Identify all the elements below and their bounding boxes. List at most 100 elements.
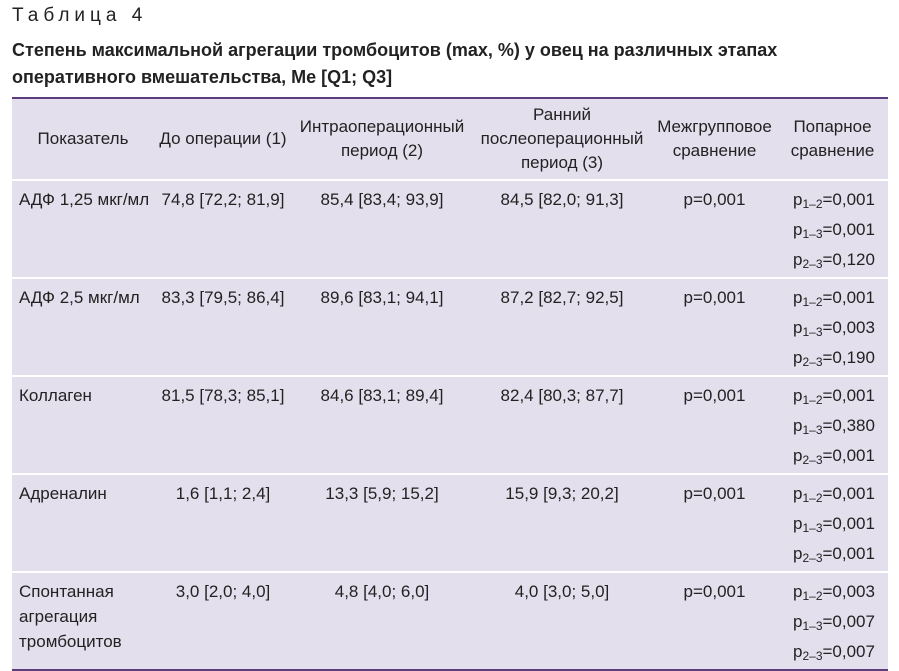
p-groups: 1–3	[802, 423, 823, 437]
table-row: Коллаген 81,5 [78,3; 85,1] 84,6 [83,1; 89,…	[12, 376, 888, 475]
data-table: Показатель До операции (1) Интраоперационн…	[12, 97, 888, 671]
pairwise-line: p1–2=0,001	[793, 383, 884, 413]
p-symbol: p	[793, 190, 803, 209]
pairwise-line: p2–3=0,007	[793, 639, 884, 669]
value-cell: 4,0 [3,0; 5,0]	[472, 572, 652, 671]
p-symbol: p	[793, 220, 803, 239]
table-body: АДФ 1,25 мкг/мл 74,8 [72,2; 81,9] 85,4 [83…	[12, 180, 888, 671]
table-row: АДФ 2,5 мкг/мл 83,3 [79,5; 86,4] 89,6 [83,…	[12, 278, 888, 377]
p-value: =0,120	[822, 250, 875, 269]
p-symbol: p	[793, 288, 803, 307]
pairwise-line: p1–2=0,001	[793, 481, 884, 511]
value-cell: 83,3 [79,5; 86,4]	[154, 278, 292, 377]
p-symbol: p	[793, 446, 803, 465]
p-symbol: p	[793, 544, 803, 563]
p-value: =0,001	[822, 484, 875, 503]
p-value: =0,001	[822, 514, 875, 533]
p-value: =0,007	[822, 642, 875, 661]
value-cell: p=0,001	[652, 180, 777, 279]
pairwise-line: p1–3=0,001	[793, 217, 884, 247]
p-groups: 1–2	[802, 295, 823, 309]
value-cell: p=0,001	[652, 572, 777, 671]
page: Таблица 4 Степень максимальной агрегации…	[12, 5, 888, 671]
table-row: Адреналин 1,6 [1,1; 2,4] 13,3 [5,9; 15,2] 1…	[12, 474, 888, 573]
column-header: Ранний послеоперационный период (3)	[472, 98, 652, 181]
p-groups: 2–3	[802, 257, 823, 271]
value-cell: 15,9 [9,3; 20,2]	[472, 474, 652, 573]
table-row: АДФ 1,25 мкг/мл 74,8 [72,2; 81,9] 85,4 [83…	[12, 180, 888, 279]
p-value: =0,001	[822, 288, 875, 307]
value-cell: p=0,001	[652, 474, 777, 573]
p-value: =0,380	[822, 416, 875, 435]
indicator-cell: АДФ 2,5 мкг/мл	[12, 278, 154, 377]
pairwise-cell: p1–2=0,001 p1–3=0,001 p2–3=0,001	[777, 474, 888, 573]
p-symbol: p	[793, 386, 803, 405]
indicator-cell: Коллаген	[12, 376, 154, 475]
pairwise-line: p2–3=0,001	[793, 541, 884, 571]
pairwise-line: p2–3=0,190	[793, 345, 884, 375]
pairwise-line: p1–2=0,001	[793, 285, 884, 315]
p-symbol: p	[793, 416, 803, 435]
value-cell: 13,3 [5,9; 15,2]	[292, 474, 472, 573]
p-symbol: p	[793, 582, 803, 601]
pairwise-cell: p1–2=0,001 p1–3=0,001 p2–3=0,120	[777, 180, 888, 279]
p-symbol: p	[793, 642, 803, 661]
p-value: =0,001	[822, 446, 875, 465]
value-cell: 3,0 [2,0; 4,0]	[154, 572, 292, 671]
p-groups: 1–2	[802, 491, 823, 505]
p-value: =0,001	[822, 386, 875, 405]
table-label: Таблица 4	[12, 5, 148, 26]
value-cell: 84,5 [82,0; 91,3]	[472, 180, 652, 279]
p-symbol: p	[793, 318, 803, 337]
pairwise-line: p1–2=0,001	[793, 187, 884, 217]
p-symbol: p	[793, 514, 803, 533]
value-cell: 89,6 [83,1; 94,1]	[292, 278, 472, 377]
p-value: =0,001	[822, 190, 875, 209]
p-groups: 1–3	[802, 521, 823, 535]
pairwise-cell: p1–2=0,003 p1–3=0,007 p2–3=0,007	[777, 572, 888, 671]
p-symbol: p	[793, 484, 803, 503]
pairwise-line: p1–2=0,003	[793, 579, 884, 609]
p-symbol: p	[793, 250, 803, 269]
header-row: Показатель До операции (1) Интраоперационн…	[12, 98, 888, 181]
pairwise-line: p1–3=0,007	[793, 609, 884, 639]
value-cell: 85,4 [83,4; 93,9]	[292, 180, 472, 279]
p-value: =0,003	[822, 582, 875, 601]
column-header: Межгрупповое сравнение	[652, 98, 777, 181]
p-groups: 1–2	[802, 197, 823, 211]
value-cell: p=0,001	[652, 376, 777, 475]
pairwise-line: p1–3=0,380	[793, 413, 884, 443]
column-header: До операции (1)	[154, 98, 292, 181]
pairwise-line: p2–3=0,120	[793, 247, 884, 277]
pairwise-line: p1–3=0,003	[793, 315, 884, 345]
p-groups: 1–3	[802, 227, 823, 241]
p-groups: 1–3	[802, 325, 823, 339]
p-value: =0,001	[822, 544, 875, 563]
p-value: =0,001	[822, 220, 875, 239]
value-cell: p=0,001	[652, 278, 777, 377]
value-cell: 87,2 [82,7; 92,5]	[472, 278, 652, 377]
p-value: =0,003	[822, 318, 875, 337]
value-cell: 4,8 [4,0; 6,0]	[292, 572, 472, 671]
pairwise-cell: p1–2=0,001 p1–3=0,380 p2–3=0,001	[777, 376, 888, 475]
value-cell: 1,6 [1,1; 2,4]	[154, 474, 292, 573]
indicator-cell: АДФ 1,25 мкг/мл	[12, 180, 154, 279]
value-cell: 82,4 [80,3; 87,7]	[472, 376, 652, 475]
p-symbol: p	[793, 348, 803, 367]
p-value: =0,190	[822, 348, 875, 367]
value-cell: 74,8 [72,2; 81,9]	[154, 180, 292, 279]
pairwise-cell: p1–2=0,001 p1–3=0,003 p2–3=0,190	[777, 278, 888, 377]
p-groups: 1–2	[802, 589, 823, 603]
p-groups: 2–3	[802, 551, 823, 565]
p-groups: 1–2	[802, 393, 823, 407]
column-header: Попарное сравнение	[777, 98, 888, 181]
value-cell: 81,5 [78,3; 85,1]	[154, 376, 292, 475]
indicator-cell: Адреналин	[12, 474, 154, 573]
pairwise-line: p1–3=0,001	[793, 511, 884, 541]
p-groups: 1–3	[802, 619, 823, 633]
p-groups: 2–3	[802, 453, 823, 467]
p-groups: 2–3	[802, 355, 823, 369]
indicator-cell: Спонтанная агрегация тромбоцитов	[12, 572, 154, 671]
p-groups: 2–3	[802, 649, 823, 663]
column-header: Интраоперационный период (2)	[292, 98, 472, 181]
